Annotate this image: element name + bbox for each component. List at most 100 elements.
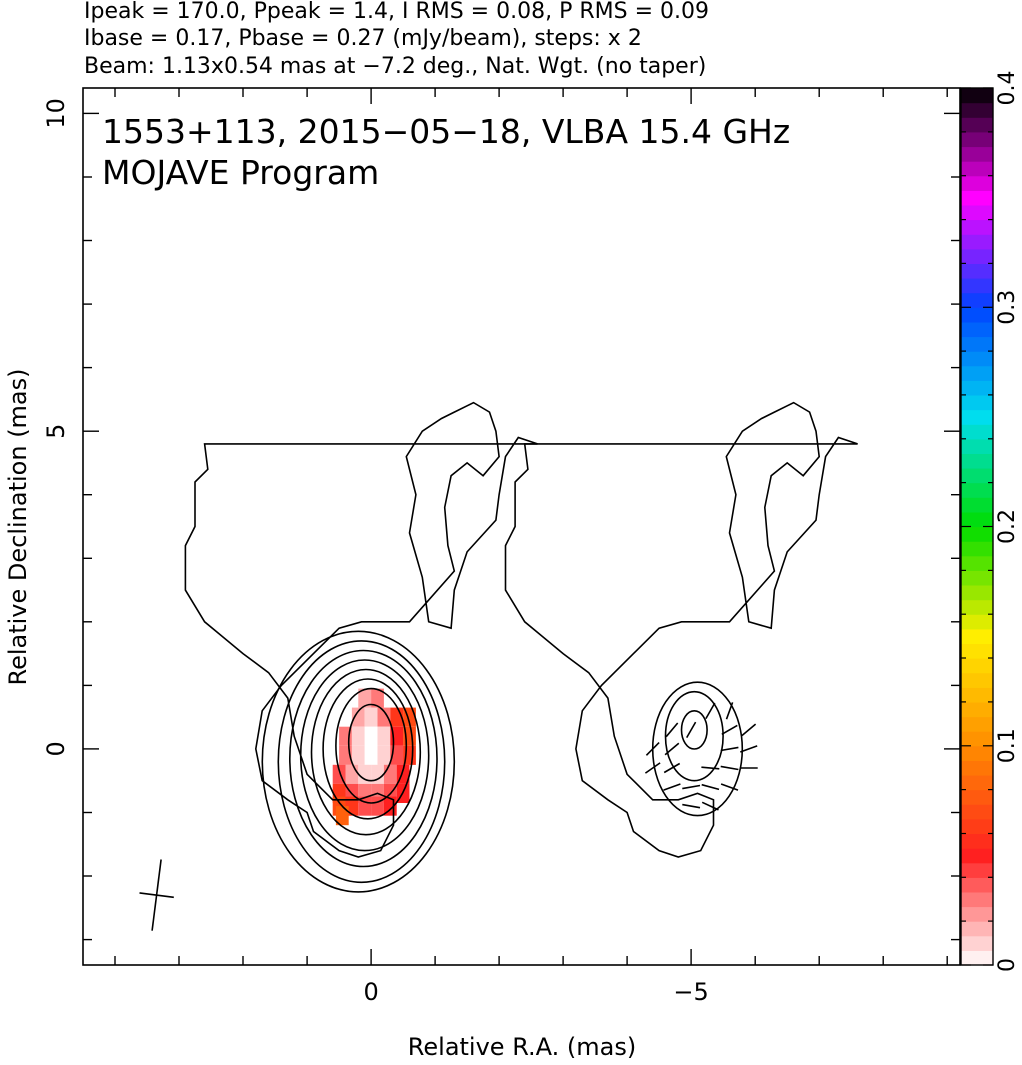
pol-vector — [721, 724, 738, 735]
colorbar-segment — [961, 307, 993, 323]
colorbar-segment — [961, 321, 993, 338]
colorbar-segment — [961, 146, 993, 162]
pol-pixel — [358, 764, 372, 784]
colorbar-segment — [961, 175, 993, 191]
chart-subtitle: MOJAVE Program — [102, 153, 379, 192]
pol-pixel — [364, 745, 378, 765]
colorbar-segment — [961, 599, 993, 615]
colorbar-segment — [961, 716, 993, 732]
pol-vector — [720, 765, 739, 771]
pol-vector — [701, 766, 720, 770]
colorbar-segment — [961, 351, 993, 367]
colorbar-segment — [961, 88, 993, 104]
pol-vector — [720, 783, 739, 791]
pol-vector — [740, 745, 758, 753]
colorbar-segment — [961, 643, 993, 659]
colorbar-tick-label: 0.1 — [995, 728, 1020, 763]
colorbar-segment — [961, 701, 993, 718]
x-tick-label: 0 — [363, 978, 378, 1006]
jet-contour — [184, 401, 538, 858]
pol-pixel — [383, 764, 397, 784]
colorbar-tick-label: 0.2 — [995, 509, 1020, 544]
colorbar-segment — [961, 497, 993, 513]
colorbar-segment — [961, 424, 993, 440]
colorbar-segment — [961, 555, 993, 571]
colorbar-segment — [961, 862, 993, 878]
colorbar-segment — [961, 131, 993, 148]
colorbar-segment — [961, 745, 993, 761]
colorbar-segment — [961, 438, 993, 454]
pol-pixel — [371, 764, 384, 784]
pol-vector — [701, 783, 720, 791]
colorbar-segment — [961, 804, 993, 820]
pol-pixel — [351, 707, 365, 727]
x-axis-label: Relative R.A. (mas) — [408, 1033, 636, 1061]
colorbar-segment — [961, 921, 993, 937]
header-line-3: Beam: 1.13x0.54 mas at −7.2 deg., Nat. W… — [84, 54, 706, 79]
pol-pixel — [335, 806, 349, 826]
pol-pixel — [345, 796, 359, 816]
panel-1 — [184, 401, 538, 893]
colorbar-segment — [961, 585, 993, 601]
pol-vector — [741, 723, 757, 737]
pol-vector — [725, 702, 734, 720]
panel-2 — [504, 401, 858, 858]
colorbar-segment — [961, 570, 993, 586]
colorbar-segment — [961, 248, 993, 264]
colorbar: 0 0.1 0.2 0.3 0.4 — [960, 71, 1020, 972]
pol-vector — [720, 746, 739, 752]
pol-pixel — [351, 745, 365, 765]
colorbar-segment — [961, 628, 993, 644]
colorbar-segment — [961, 614, 993, 630]
pol-pixel — [345, 764, 359, 784]
y-tick-label: 0 — [42, 741, 70, 756]
colorbar-segment — [961, 833, 993, 849]
colorbar-segment — [961, 453, 993, 469]
beam-minor-axis — [139, 892, 174, 899]
pol-pixel — [377, 707, 391, 727]
colorbar-segment — [961, 234, 993, 250]
colorbar-segment — [961, 526, 993, 542]
pol-vector — [663, 762, 681, 774]
axis-ticks — [83, 88, 960, 965]
colorbar-segment — [961, 511, 993, 528]
colorbar-segment — [961, 789, 993, 805]
plot-clipped — [139, 401, 858, 931]
colorbar-tick-label: 0.4 — [995, 71, 1020, 106]
colorbar-segment — [961, 877, 993, 893]
core-contour — [347, 703, 395, 782]
colorbar-segment — [961, 891, 993, 908]
colorbar-segment — [961, 263, 993, 279]
jet-contour — [504, 401, 858, 858]
pol-pixel — [364, 707, 378, 727]
core-contour — [664, 690, 724, 782]
pol-pixel — [371, 688, 384, 708]
plot-frame — [82, 87, 961, 966]
colorbar-segment — [961, 658, 993, 674]
colorbar-segment — [961, 468, 993, 484]
colorbar-segment — [961, 336, 993, 352]
x-tick-label: −5 — [673, 978, 708, 1006]
pol-vector — [705, 702, 716, 719]
core-contour — [680, 710, 708, 750]
colorbar-segment — [961, 760, 993, 776]
colorbar-segment — [961, 950, 993, 966]
pol-pixel — [364, 726, 378, 746]
colorbar-segment — [961, 190, 993, 206]
pol-vector — [664, 742, 680, 756]
header-line-1: Ipeak = 170.0, Ppeak = 1.4, I RMS = 0.08… — [84, 0, 709, 24]
colorbar-segment — [961, 687, 993, 703]
colorbar-segment — [961, 117, 993, 133]
y-axis-label: Relative Declination (mas) — [4, 368, 32, 685]
pol-vector — [682, 803, 701, 809]
colorbar-segment — [961, 848, 993, 864]
colorbar-segment — [961, 731, 993, 747]
colorbar-segment — [961, 365, 993, 381]
colorbar-segment — [961, 102, 993, 118]
y-tick-label: 10 — [42, 98, 70, 129]
pol-pixel — [377, 726, 391, 746]
pol-vector — [665, 722, 679, 738]
pol-vector — [644, 762, 661, 774]
colorbar-tick-label: 0.3 — [995, 290, 1020, 325]
